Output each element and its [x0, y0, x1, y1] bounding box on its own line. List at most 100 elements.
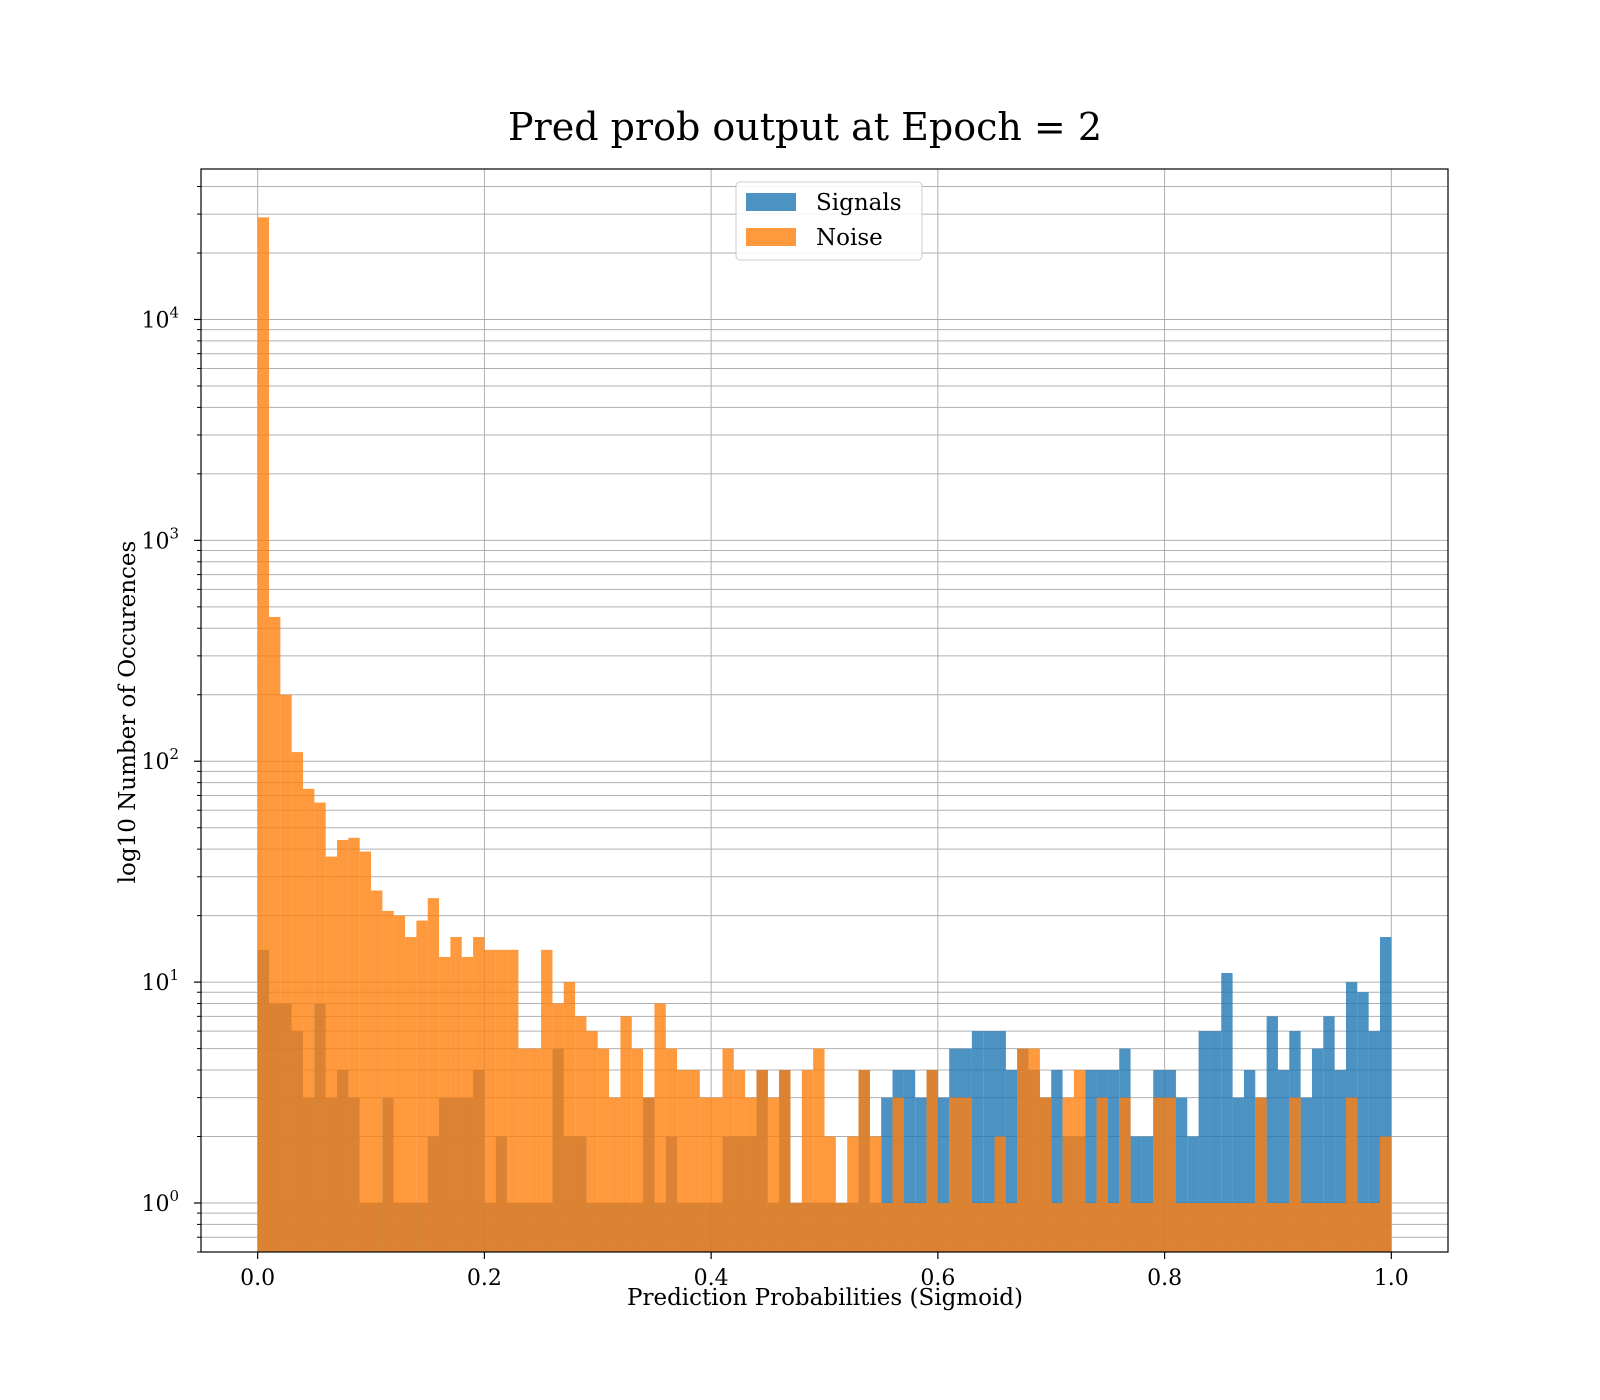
signals-bar	[1051, 1070, 1063, 1252]
noise-bar	[722, 1048, 734, 1252]
noise-bar	[439, 956, 451, 1252]
noise-bar	[405, 937, 417, 1252]
signals-bar	[1141, 1136, 1154, 1252]
y-tick-label: 100	[141, 1187, 179, 1217]
legend-label-signals: Signals	[816, 190, 902, 216]
noise-bar	[1368, 1202, 1380, 1252]
noise-bar	[1153, 1097, 1165, 1252]
signals-bar	[1221, 972, 1233, 1252]
signals-bar	[1311, 1048, 1324, 1252]
noise-bar	[597, 1048, 610, 1252]
signals-bar	[1277, 1070, 1290, 1252]
signals-bar	[903, 1070, 916, 1252]
signals-bar	[915, 1097, 927, 1252]
y-tick-label: 101	[141, 966, 179, 996]
signals-bar	[1187, 1136, 1199, 1252]
noise-bar	[586, 1031, 598, 1252]
noise-bar	[1311, 1202, 1324, 1252]
noise-bar	[790, 1202, 802, 1252]
noise-bar	[733, 1070, 746, 1252]
noise-bar	[1005, 1202, 1018, 1252]
noise-bar	[371, 890, 383, 1252]
series-noise	[257, 217, 1392, 1252]
legend-label-noise: Noise	[816, 225, 883, 251]
noise-bar	[257, 217, 270, 1252]
noise-bar	[1051, 1202, 1063, 1252]
noise-bar	[1255, 1097, 1267, 1252]
noise-bar	[971, 1202, 984, 1252]
signals-bar	[983, 1031, 995, 1252]
noise-bar	[1130, 1202, 1142, 1252]
noise-bar	[801, 1070, 814, 1252]
signals-bar	[1379, 937, 1392, 1252]
noise-bar	[1062, 1097, 1074, 1252]
noise-bar	[359, 851, 372, 1252]
noise-bar	[631, 1048, 644, 1252]
signals-bar	[1209, 1031, 1222, 1252]
noise-bar	[1187, 1202, 1199, 1252]
noise-bar	[1221, 1202, 1233, 1252]
noise-bar	[643, 1097, 655, 1252]
signals-bar	[1300, 1097, 1312, 1252]
noise-bar	[756, 1070, 768, 1252]
noise-bar	[337, 839, 349, 1252]
signals-bar	[881, 1097, 893, 1252]
noise-bar	[450, 937, 462, 1252]
noise-bar	[869, 1136, 882, 1252]
noise-bar	[484, 949, 496, 1252]
noise-bar	[983, 1202, 995, 1252]
noise-bar	[779, 1070, 791, 1252]
signals-bar	[1232, 1097, 1244, 1252]
x-tick-label: 0.4	[694, 1266, 729, 1291]
noise-bar	[529, 1048, 542, 1252]
noise-bar	[937, 1202, 950, 1252]
noise-bar	[541, 949, 553, 1252]
noise-bar	[1141, 1202, 1154, 1252]
signals-bar	[1323, 1016, 1335, 1252]
noise-bar	[665, 1048, 678, 1252]
signals-bar	[971, 1031, 984, 1252]
noise-bar	[858, 1070, 870, 1252]
signals-bar	[1368, 1031, 1380, 1252]
noise-bar	[1379, 1136, 1392, 1252]
noise-bar	[609, 1097, 621, 1252]
noise-bar	[745, 1097, 757, 1252]
noise-bar	[1209, 1202, 1222, 1252]
noise-bar	[1334, 1202, 1346, 1252]
noise-bar	[269, 616, 281, 1252]
y-tick-label: 103	[141, 524, 179, 554]
noise-bar	[348, 837, 360, 1252]
signals-bar	[937, 1097, 950, 1252]
x-axis-label: Prediction Probabilities (Sigmoid)	[627, 1285, 1023, 1311]
noise-bar	[325, 856, 338, 1252]
noise-bar	[1289, 1097, 1301, 1252]
legend-swatch-noise	[746, 228, 796, 246]
chart-title: Pred prob output at Epoch = 2	[508, 105, 1102, 149]
noise-bar	[926, 1070, 938, 1252]
noise-bar	[1039, 1097, 1052, 1252]
noise-bar	[1107, 1202, 1120, 1252]
signals-bar	[1198, 1031, 1210, 1252]
noise-bar	[903, 1202, 916, 1252]
noise-bar	[1028, 1048, 1040, 1252]
noise-bar	[461, 956, 474, 1252]
noise-bar	[824, 1136, 836, 1252]
noise-bar	[563, 982, 576, 1252]
noise-bar	[688, 1070, 700, 1252]
noise-bar	[813, 1048, 825, 1252]
signals-bar	[1266, 1016, 1278, 1252]
signals-bar	[1243, 1070, 1256, 1252]
noise-bar	[1073, 1070, 1086, 1252]
noise-bar	[291, 752, 304, 1252]
x-tick-label: 0.2	[467, 1266, 502, 1291]
x-tick-label: 0.0	[240, 1266, 275, 1291]
noise-bar	[1345, 1097, 1358, 1252]
x-tick-label: 0.8	[1147, 1266, 1182, 1291]
noise-bar	[915, 1202, 927, 1252]
noise-bar	[767, 1097, 780, 1252]
y-tick-label: 104	[141, 303, 179, 333]
noise-bar	[1164, 1097, 1176, 1252]
signals-bar	[1175, 1097, 1188, 1252]
signals-bar	[1334, 1070, 1346, 1252]
